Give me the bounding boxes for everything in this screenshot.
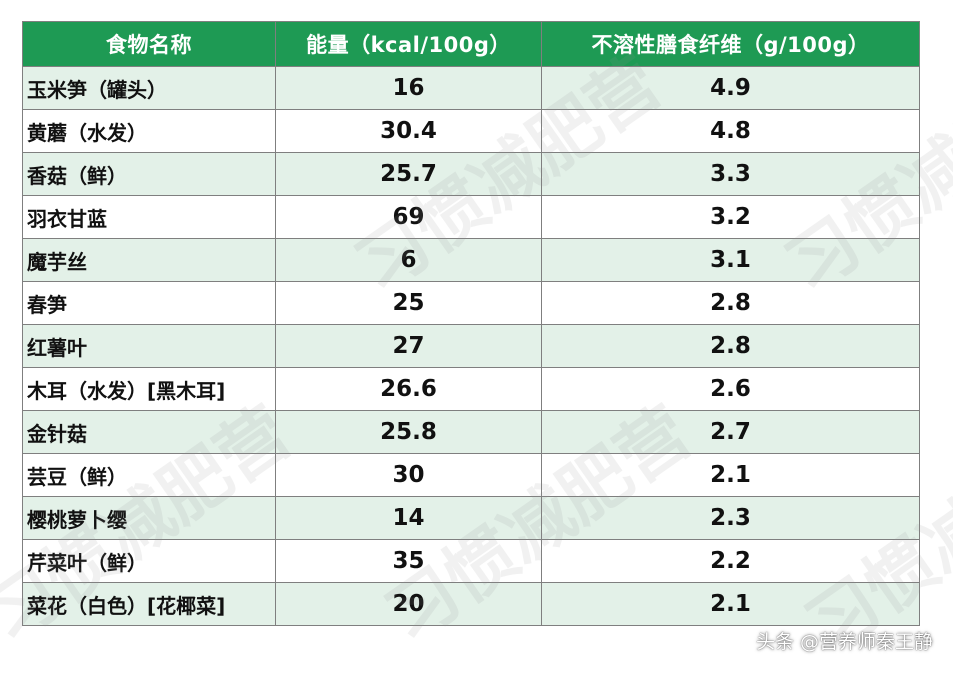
table-row: 芹菜叶（鲜） 35 2.2 [22,539,920,583]
cell-energy: 6 [275,238,542,282]
cell-fiber: 2.1 [541,453,920,497]
cell-fiber: 4.9 [541,66,920,110]
cell-food-name: 香菇（鲜） [22,152,276,196]
nutrition-table: 食物名称 能量（kcal/100g） 不溶性膳食纤维（g/100g） 玉米笋（罐… [22,21,920,626]
cell-food-name: 芹菜叶（鲜） [22,539,276,583]
cell-energy: 14 [275,496,542,540]
cell-fiber: 3.2 [541,195,920,239]
cell-fiber: 3.1 [541,238,920,282]
cell-fiber: 2.8 [541,281,920,325]
header-fiber: 不溶性膳食纤维（g/100g） [541,21,920,67]
cell-fiber: 2.6 [541,367,920,411]
table-row: 香菇（鲜） 25.7 3.3 [22,152,920,196]
cell-food-name: 芸豆（鲜） [22,453,276,497]
cell-energy: 69 [275,195,542,239]
header-energy: 能量（kcal/100g） [275,21,542,67]
cell-food-name: 樱桃萝卜缨 [22,496,276,540]
cell-fiber: 2.2 [541,539,920,583]
cell-energy: 25 [275,281,542,325]
cell-fiber: 2.3 [541,496,920,540]
cell-food-name: 菜花（白色）[花椰菜] [22,582,276,626]
cell-fiber: 2.1 [541,582,920,626]
cell-food-name: 羽衣甘蓝 [22,195,276,239]
table-row: 黄蘑（水发） 30.4 4.8 [22,109,920,153]
table-row: 羽衣甘蓝 69 3.2 [22,195,920,239]
cell-energy: 25.7 [275,152,542,196]
table-row: 木耳（水发）[黑木耳] 26.6 2.6 [22,367,920,411]
cell-food-name: 黄蘑（水发） [22,109,276,153]
cell-energy: 27 [275,324,542,368]
table-row: 芸豆（鲜） 30 2.1 [22,453,920,497]
cell-fiber: 2.7 [541,410,920,454]
table-row: 春笋 25 2.8 [22,281,920,325]
header-food-name: 食物名称 [22,21,276,67]
table-row: 金针菇 25.8 2.7 [22,410,920,454]
cell-energy: 35 [275,539,542,583]
cell-fiber: 4.8 [541,109,920,153]
cell-food-name: 玉米笋（罐头） [22,66,276,110]
table-row: 樱桃萝卜缨 14 2.3 [22,496,920,540]
cell-food-name: 木耳（水发）[黑木耳] [22,367,276,411]
cell-food-name: 金针菇 [22,410,276,454]
table-row: 玉米笋（罐头） 16 4.9 [22,66,920,110]
cell-fiber: 2.8 [541,324,920,368]
cell-energy: 20 [275,582,542,626]
cell-energy: 26.6 [275,367,542,411]
table-header-row: 食物名称 能量（kcal/100g） 不溶性膳食纤维（g/100g） [22,21,920,67]
source-credit: 头条 @营养师秦王静 [755,631,933,653]
cell-food-name: 春笋 [22,281,276,325]
table-row: 红薯叶 27 2.8 [22,324,920,368]
cell-energy: 16 [275,66,542,110]
cell-energy: 30.4 [275,109,542,153]
nutrition-table-container: 食物名称 能量（kcal/100g） 不溶性膳食纤维（g/100g） 玉米笋（罐… [22,21,920,626]
table-row: 魔芋丝 6 3.1 [22,238,920,282]
cell-energy: 25.8 [275,410,542,454]
cell-fiber: 3.3 [541,152,920,196]
cell-food-name: 魔芋丝 [22,238,276,282]
table-row: 菜花（白色）[花椰菜] 20 2.1 [22,582,920,626]
cell-food-name: 红薯叶 [22,324,276,368]
cell-energy: 30 [275,453,542,497]
